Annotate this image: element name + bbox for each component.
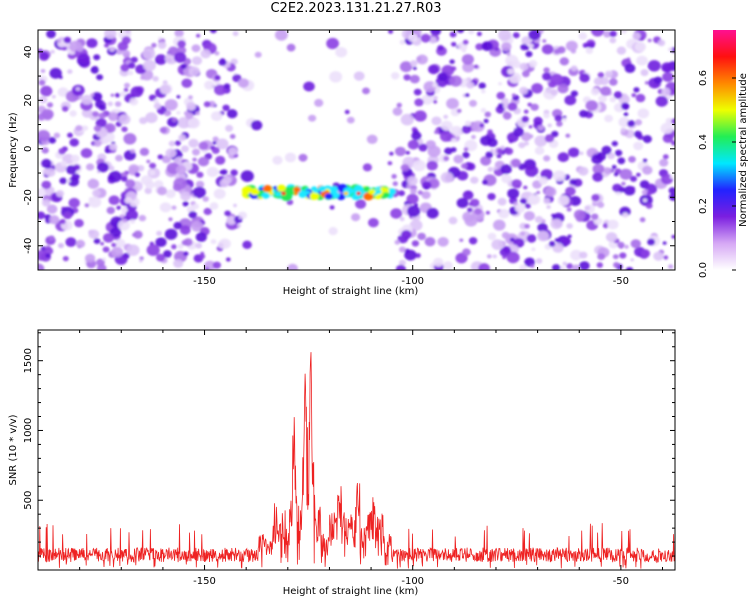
snr-series-line [38, 352, 675, 569]
heatmap-frame [37, 29, 676, 271]
colorbar [713, 30, 736, 270]
heatmap-y-tick-label: -20 [23, 189, 34, 205]
heatmap-y-axis-label: Frequency (Hz) [8, 112, 19, 188]
heatmap-y-tick-label: 0 [23, 146, 34, 152]
snr-y-tick-label: 1000 [23, 418, 34, 443]
line-chart-frame [37, 329, 676, 571]
spectrogram-heatmap [38, 30, 675, 270]
heatmap-x-axis-label: Height of straight line (km) [283, 286, 419, 297]
snr-x-tick-label: -50 [613, 576, 629, 587]
heatmap-y-tick-label: -40 [23, 238, 34, 254]
snr-y-tick-label: 1500 [23, 348, 34, 373]
snr-x-tick-label: -150 [193, 576, 216, 587]
heatmap-x-tick-label: -150 [193, 276, 216, 287]
snr-x-axis-label: Height of straight line (km) [283, 586, 419, 597]
heatmap-x-tick-label: -50 [613, 276, 629, 287]
colorbar-tick-label: 0.2 [698, 198, 709, 214]
snr-x-tick-label: -100 [401, 576, 424, 587]
colorbar-tick-label: 0.4 [698, 134, 709, 150]
snr-y-tick-label: 500 [23, 491, 34, 510]
snr-y-axis-label: SNR (10 * v/v) [8, 414, 19, 485]
colorbar-tick-label: 0.0 [698, 262, 709, 278]
heatmap-y-tick-label: 20 [23, 94, 34, 107]
heatmap-y-tick-label: 40 [23, 45, 34, 58]
colorbar-tick-label: 0.6 [698, 70, 709, 86]
heatmap-x-tick-label: -100 [401, 276, 424, 287]
colorbar-label: Normalized spectral amplitude [738, 73, 749, 227]
chart-title: C2E2.2023.131.21.27.R03 [270, 1, 442, 16]
